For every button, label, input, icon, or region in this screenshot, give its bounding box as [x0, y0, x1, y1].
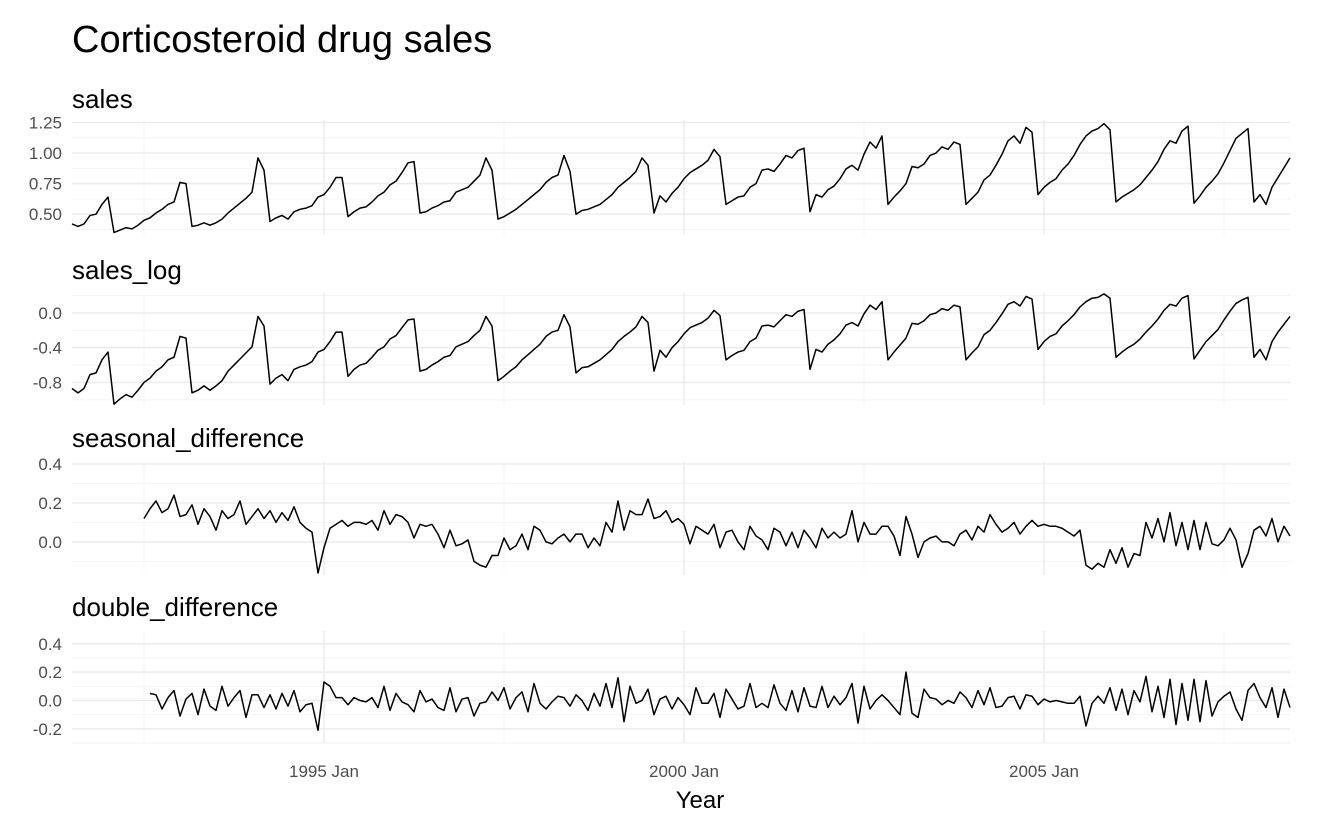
x-axis-title: Year [676, 787, 725, 814]
y-tick-label: -0.8 [33, 373, 62, 392]
panel-sales-log: 0.0 -0.4 -0.8 sales_log [33, 255, 1291, 405]
series-line-double-difference [149, 671, 1291, 731]
y-tick-label: -0.2 [33, 720, 62, 739]
panel-title: seasonal_difference [72, 423, 304, 453]
y-tick-label: 1.25 [29, 113, 62, 132]
y-tick-label: 0.0 [38, 533, 62, 552]
x-tick-label: 2000 Jan [649, 762, 719, 781]
y-tick-label: 0.50 [29, 205, 62, 224]
series-line-seasonal-difference [143, 494, 1291, 574]
x-tick-label: 2005 Jan [1009, 762, 1079, 781]
y-tick-label: 0.75 [29, 175, 62, 194]
y-tick-label: 0.4 [38, 455, 62, 474]
panel-sales: 1.25 1.00 0.75 0.50 sales [29, 84, 1291, 235]
y-tick-label: 1.00 [29, 144, 62, 163]
panel-title: sales [72, 84, 133, 114]
x-tick-label: 1995 Jan [289, 762, 359, 781]
series-line-sales [71, 122, 1291, 234]
y-tick-label: -0.4 [33, 339, 62, 358]
series-line-sales-log [71, 293, 1291, 405]
y-tick-label: 0.2 [38, 663, 62, 682]
chart-title: Corticosteroid drug sales [72, 19, 492, 61]
panel-seasonal-difference: 0.4 0.2 0.0 seasonal_difference [38, 423, 1291, 575]
panel-double-difference: 0.4 0.2 0.0 -0.2 double_difference [33, 592, 1291, 744]
panel-title: double_difference [72, 592, 278, 622]
panel-title: sales_log [72, 255, 182, 285]
y-tick-label: 0.4 [38, 635, 62, 654]
y-tick-label: 0.0 [38, 304, 62, 323]
x-axis: 1995 Jan 2000 Jan 2005 Jan [289, 762, 1079, 781]
y-tick-label: 0.0 [38, 691, 62, 710]
panels-group: 1.25 1.00 0.75 0.50 sales 0.0 -0.4 -0.8 sales_lo… [29, 84, 1291, 744]
y-tick-label: 0.2 [38, 494, 62, 513]
